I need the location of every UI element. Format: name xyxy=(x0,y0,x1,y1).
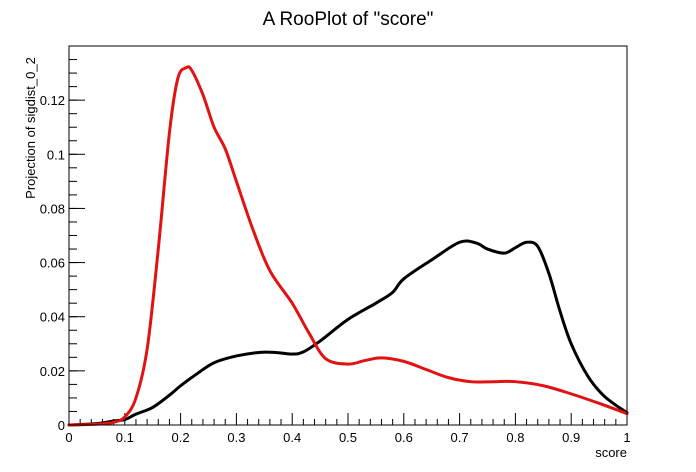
x-axis-label: score xyxy=(595,445,627,460)
x-tick-label: 0.1 xyxy=(116,430,134,445)
y-tick-label: 0.06 xyxy=(40,256,65,271)
axis-ticks: 0 0.1 0.2 0.3 0.4 0.5 0.6 0.7 0.8 0.9 1 0 0.02 0.04 0.… xyxy=(40,59,631,445)
x-tick-label: 0.5 xyxy=(339,430,357,445)
x-tick-label: 0.3 xyxy=(227,430,245,445)
x-tick-label: 0.6 xyxy=(395,430,413,445)
x-tick-label: 1 xyxy=(623,430,630,445)
series-line-1 xyxy=(67,239,629,427)
plot-frame xyxy=(68,45,628,426)
y-tick-label: 0 xyxy=(58,418,65,433)
y-axis-label: Projection of sigdist_0_2 xyxy=(23,57,38,199)
x-tick-label: 0 xyxy=(65,430,72,445)
chart-title: A RooPlot of "score" xyxy=(263,9,434,30)
x-tick-label: 0.2 xyxy=(172,430,190,445)
y-tick-label: 0.04 xyxy=(40,310,65,325)
y-tick-label: 0.08 xyxy=(40,201,65,216)
y-tick-label: 0.02 xyxy=(40,364,65,379)
x-tick-label: 0.4 xyxy=(283,430,301,445)
y-tick-label: 0.12 xyxy=(40,93,65,108)
x-tick-label: 0.9 xyxy=(562,430,580,445)
x-tick-label: 0.7 xyxy=(451,430,469,445)
y-tick-label: 0.1 xyxy=(47,147,65,162)
x-tick-label: 0.8 xyxy=(506,430,524,445)
series-group xyxy=(67,65,629,427)
series-line-2 xyxy=(67,65,629,427)
